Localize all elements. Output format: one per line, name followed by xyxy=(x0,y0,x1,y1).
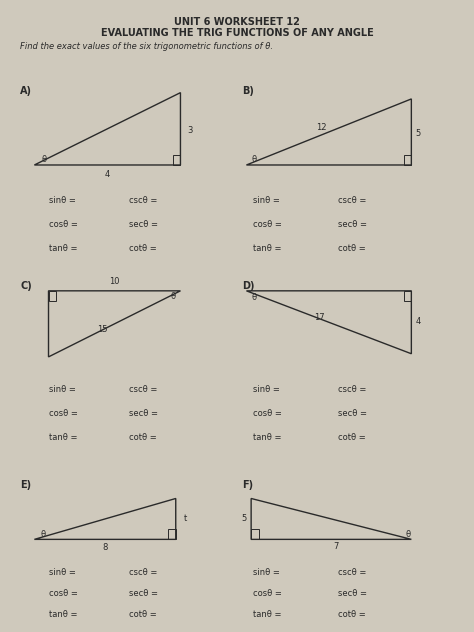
Text: 17: 17 xyxy=(314,313,325,322)
Text: cscθ =: cscθ = xyxy=(128,197,157,205)
Text: cotθ =: cotθ = xyxy=(338,611,366,619)
Text: cscθ =: cscθ = xyxy=(338,386,367,394)
Text: sinθ =: sinθ = xyxy=(254,568,280,576)
Text: C): C) xyxy=(20,281,32,291)
Text: UNIT 6 WORKSHEET 12: UNIT 6 WORKSHEET 12 xyxy=(174,17,300,27)
Text: F): F) xyxy=(242,480,253,490)
Text: cosθ =: cosθ = xyxy=(48,221,77,229)
Text: θ: θ xyxy=(252,293,257,301)
Text: sinθ =: sinθ = xyxy=(48,197,75,205)
Text: 15: 15 xyxy=(98,325,108,334)
Text: θ: θ xyxy=(40,530,46,539)
Text: θ: θ xyxy=(41,155,46,164)
Text: tanθ =: tanθ = xyxy=(254,245,282,253)
Text: sinθ =: sinθ = xyxy=(254,197,280,205)
Text: cscθ =: cscθ = xyxy=(338,197,367,205)
Text: 10: 10 xyxy=(109,277,120,286)
Text: 8: 8 xyxy=(102,543,108,552)
Text: D): D) xyxy=(242,281,254,291)
Text: B): B) xyxy=(242,87,254,96)
Text: cscθ =: cscθ = xyxy=(128,386,157,394)
Text: cosθ =: cosθ = xyxy=(254,589,283,598)
Text: cotθ =: cotθ = xyxy=(128,245,156,253)
Text: 3: 3 xyxy=(187,126,192,135)
Text: tanθ =: tanθ = xyxy=(48,433,77,442)
Text: secθ =: secθ = xyxy=(338,221,367,229)
Text: cscθ =: cscθ = xyxy=(338,568,367,576)
Text: cosθ =: cosθ = xyxy=(48,589,77,598)
Text: A): A) xyxy=(20,87,32,96)
Text: secθ =: secθ = xyxy=(128,409,158,418)
Text: secθ =: secθ = xyxy=(338,409,367,418)
Text: θ: θ xyxy=(405,530,410,539)
Text: θ: θ xyxy=(171,292,176,301)
Text: tanθ =: tanθ = xyxy=(48,245,77,253)
Text: 4: 4 xyxy=(416,317,421,325)
Text: cotθ =: cotθ = xyxy=(338,245,366,253)
Text: cscθ =: cscθ = xyxy=(128,568,157,576)
Text: EVALUATING THE TRIG FUNCTIONS OF ANY ANGLE: EVALUATING THE TRIG FUNCTIONS OF ANY ANG… xyxy=(100,28,374,38)
Text: tanθ =: tanθ = xyxy=(254,433,282,442)
Text: cosθ =: cosθ = xyxy=(254,409,283,418)
Text: 5: 5 xyxy=(241,514,246,523)
Text: secθ =: secθ = xyxy=(128,221,158,229)
Text: t: t xyxy=(183,514,187,523)
Text: 12: 12 xyxy=(317,123,327,131)
Text: 7: 7 xyxy=(333,542,338,552)
Text: cotθ =: cotθ = xyxy=(128,611,156,619)
Text: sinθ =: sinθ = xyxy=(48,386,75,394)
Text: 5: 5 xyxy=(416,129,421,138)
Text: cosθ =: cosθ = xyxy=(254,221,283,229)
Text: secθ =: secθ = xyxy=(338,589,367,598)
Text: θ: θ xyxy=(252,155,257,164)
Text: Find the exact values of the six trigonometric functions of θ.: Find the exact values of the six trigono… xyxy=(20,42,273,51)
Text: sinθ =: sinθ = xyxy=(48,568,75,576)
Text: sinθ =: sinθ = xyxy=(254,386,280,394)
Text: cotθ =: cotθ = xyxy=(128,433,156,442)
Text: secθ =: secθ = xyxy=(128,589,158,598)
Text: 4: 4 xyxy=(105,170,110,179)
Text: cotθ =: cotθ = xyxy=(338,433,366,442)
Text: tanθ =: tanθ = xyxy=(48,611,77,619)
Text: E): E) xyxy=(20,480,31,490)
Text: cosθ =: cosθ = xyxy=(48,409,77,418)
Text: tanθ =: tanθ = xyxy=(254,611,282,619)
